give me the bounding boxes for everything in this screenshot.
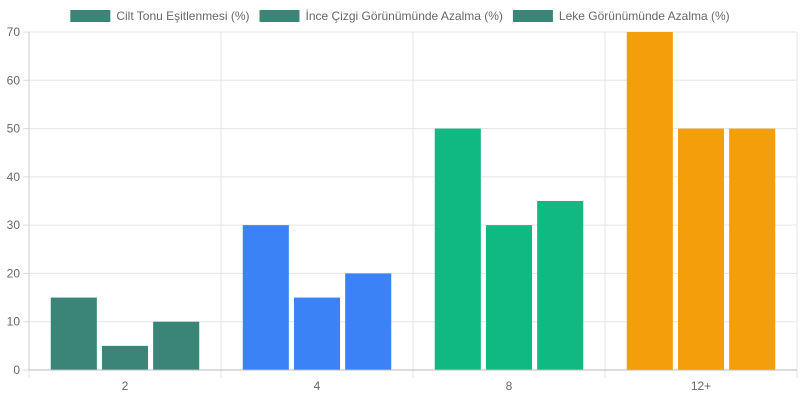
y-tick-label: 10 [7,315,21,329]
bar [345,273,392,370]
x-tick-label: 8 [506,379,513,393]
bar [626,32,673,370]
x-tick-label: 12+ [691,379,711,393]
legend-swatch [70,10,111,22]
legend-label: İnce Çizgi Görünümünde Azalma (%) [305,9,502,23]
legend-label: Cilt Tonu Eşitlenmesi (%) [116,9,249,23]
y-tick-label: 0 [13,363,20,377]
legend-item[interactable]: İnce Çizgi Görünümünde Azalma (%) [259,9,503,23]
y-tick-label: 40 [7,170,21,184]
bar [729,128,776,370]
y-tick-label: 30 [7,218,21,232]
bar [537,201,584,370]
y-tick-label: 50 [7,122,21,136]
bar [242,225,289,370]
bar [485,225,533,370]
bars [50,32,776,370]
legend-swatch [259,10,300,22]
x-tick-label: 2 [122,379,129,393]
y-tick-label: 70 [7,25,21,39]
legend-swatch [512,10,553,22]
legend-label: Leke Görünümünde Azalma (%) [559,9,730,23]
legend-item[interactable]: Leke Görünümünde Azalma (%) [512,9,730,23]
legend-item[interactable]: Cilt Tonu Eşitlenmesi (%) [70,9,249,23]
bar [434,128,481,370]
y-tick-label: 20 [7,266,21,280]
legend: Cilt Tonu Eşitlenmesi (%) İnce Çizgi Görü… [70,9,730,23]
bar [153,321,200,370]
bar [293,297,341,370]
bar [677,128,725,370]
bar [50,297,97,370]
y-tick-label: 60 [7,73,21,87]
axes: 0 10 20 30 40 50 60 70 2 4 8 12+ [7,25,797,393]
bar [101,345,149,370]
x-tick-label: 4 [314,379,321,393]
